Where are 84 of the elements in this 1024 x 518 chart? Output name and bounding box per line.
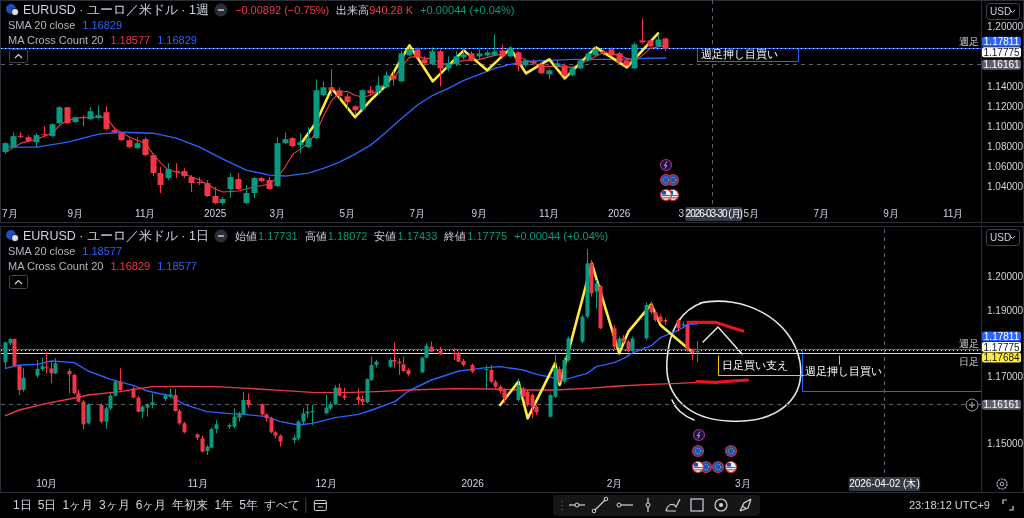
annotation: 週足 [959, 36, 979, 48]
annotation: 1.18577 [110, 34, 151, 46]
ref-line-label: 2026-04-02 (木) [849, 478, 920, 489]
x-tick-label: 7月 [2, 208, 18, 219]
ref-line-label: 1.17775 [983, 341, 1021, 353]
annotation: 1.18577 [157, 260, 197, 272]
y-tick-label: 1.12000 [987, 100, 1024, 112]
annotation: SMA 20 close [8, 245, 76, 257]
annotation: MA Cross Count 20 [8, 260, 104, 272]
x-tick-label: 2026 [608, 208, 631, 219]
chart-title: EURUSD · ユーロ／米ドル · 1週 [23, 3, 209, 17]
x-tick-label: 10月 [36, 478, 58, 489]
y-tick-label: 1.15000 [987, 437, 1024, 449]
ref-line-label: 1.17811 [983, 36, 1020, 48]
ref-line-label: 1.17684 [983, 352, 1021, 364]
x-tick-label: 5月 [743, 208, 760, 219]
text: 年初来 [172, 498, 209, 512]
x-tick-label: 12月 [315, 478, 337, 489]
annotation: 1.16829 [157, 34, 197, 46]
annotation: SMA 20 close [8, 19, 76, 31]
annotation: 週足 [959, 337, 979, 349]
annotation: 安値 [374, 230, 397, 242]
ref-line-label: 2026-03-30 (月) [685, 208, 743, 219]
y-tick-label: 1.14000 [987, 80, 1024, 92]
text: すべて [263, 498, 300, 512]
y-tick-label: 1.06000 [987, 160, 1024, 172]
ref-line-label: 1.17811 [983, 331, 1020, 343]
x-tick-label: 7月 [409, 208, 425, 219]
y-tick-label: 1.08000 [987, 140, 1024, 152]
annotation: 1.17775 [467, 230, 508, 242]
annotation: 1.17731 [257, 230, 298, 242]
chart-title: EURUSD · ユーロ／米ドル · 1日 [23, 229, 209, 243]
text: 23:18:12 UTC+9 [908, 499, 990, 511]
annotation: 1.18577 [82, 245, 123, 257]
annotation: 週足押し目買い [805, 364, 883, 377]
annotation: 終値 [443, 230, 467, 242]
x-tick-label: 3 [678, 208, 685, 219]
text: 3ヶ月 [99, 498, 130, 512]
x-tick-label: 2月 [606, 478, 623, 489]
x-tick-label: 11月 [135, 208, 156, 219]
ref-line-label: 1.16161 [983, 399, 1021, 411]
text: 5年 [239, 498, 258, 512]
x-tick-label: 3月 [269, 208, 286, 219]
annotation: 1.16829 [110, 260, 151, 272]
y-tick-label: 1.20000 [987, 271, 1024, 283]
text: 1年 [214, 498, 234, 512]
x-tick-label: 9月 [471, 208, 488, 219]
annotation: 始値 [234, 230, 257, 242]
annotation: −0.00892 (−0.75%) [234, 4, 330, 16]
text: 1日 [13, 498, 32, 512]
text: USD [990, 232, 1012, 243]
x-tick-label: 5月 [339, 208, 356, 219]
x-tick-label: 3月 [735, 478, 751, 489]
x-tick-label: 9月 [67, 208, 84, 219]
text: 5日 [37, 498, 57, 512]
annotation: 1.16829 [82, 19, 123, 31]
text: USD [990, 6, 1012, 17]
annotation: 出来高 [336, 4, 370, 16]
x-tick-label: 11月 [943, 208, 964, 219]
text: 1ヶ月 [62, 498, 94, 512]
x-tick-label: 2026 [461, 478, 485, 489]
text: 6ヶ月 [135, 498, 167, 512]
x-tick-label: 11月 [539, 208, 560, 219]
annotation: 1.18072 [327, 230, 368, 242]
annotation: MA Cross Count 20 [8, 34, 104, 46]
annotation: 940.28 K [369, 4, 414, 16]
x-tick-label: 11月 [187, 478, 209, 489]
annotation: +0.00044 (+0.04%) [514, 230, 609, 242]
y-tick-label: 1.19000 [987, 304, 1024, 316]
annotation: 日足 [959, 355, 979, 367]
y-tick-label: 1.10000 [987, 120, 1024, 132]
annotation: 週足押し目買い [700, 48, 778, 61]
x-tick-label: 2025 [204, 208, 227, 219]
y-tick-label: 1.04000 [987, 180, 1024, 192]
annotation: 日足買い支え [721, 358, 788, 371]
x-tick-label: 7月 [813, 208, 829, 219]
y-tick-label: 1.20000 [987, 20, 1024, 32]
x-tick-label: 9月 [883, 208, 899, 219]
annotation: 高値 [304, 230, 327, 242]
annotation: +0.00044 (+0.04%) [420, 4, 515, 16]
ref-line-label: 1.17775 [983, 46, 1021, 58]
ref-line-label: 1.16161 [983, 59, 1021, 71]
annotation: 1.17433 [397, 230, 438, 242]
y-tick-label: 1.17000 [987, 371, 1024, 383]
